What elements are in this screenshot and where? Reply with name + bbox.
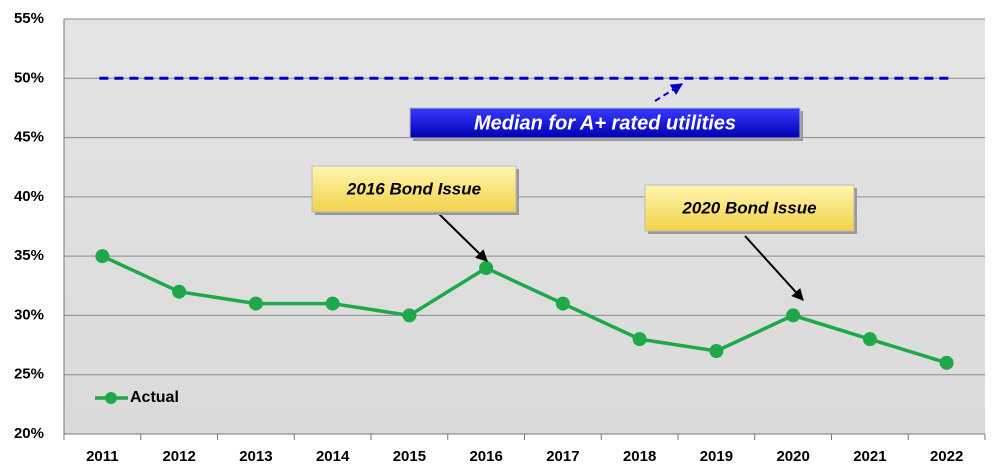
x-tick-label: 2013 [239, 448, 272, 465]
x-tick-label: 2011 [86, 448, 119, 465]
data-point [555, 296, 570, 311]
y-tick-label: 40% [14, 188, 44, 205]
data-point [786, 308, 801, 323]
x-tick-label: 2019 [700, 448, 733, 465]
y-tick-label: 35% [14, 247, 44, 264]
y-tick-label: 30% [14, 306, 44, 323]
data-point [862, 332, 877, 347]
data-point [172, 284, 187, 299]
y-tick-label: 50% [14, 69, 44, 86]
annotation-box [311, 165, 517, 213]
x-tick-label: 2012 [162, 448, 195, 465]
x-tick-label: 2022 [930, 448, 963, 465]
annotation-text: 2020 Bond Issue [681, 198, 816, 217]
x-tick-label: 2021 [853, 448, 886, 465]
x-tick-label: 2018 [623, 448, 656, 465]
x-tick-label: 2017 [546, 448, 579, 465]
legend-label: Actual [130, 389, 179, 406]
x-tick-label: 2016 [469, 448, 502, 465]
y-tick-label: 55% [14, 10, 44, 27]
data-point [248, 296, 263, 311]
data-point [95, 249, 110, 264]
annotation-box [644, 184, 855, 232]
data-point [939, 355, 954, 370]
annotation-box [409, 107, 801, 139]
data-point [632, 332, 647, 347]
x-tick-label: 2020 [776, 448, 809, 465]
series-line [101, 254, 948, 365]
data-point [325, 296, 340, 311]
data-point [479, 261, 494, 275]
y-tick-label: 20% [14, 425, 44, 442]
y-tick-label: 45% [14, 129, 44, 146]
annotation-text: 2016 Bond Issue [346, 179, 481, 198]
legend-marker [105, 392, 117, 404]
annotation-text: Median for A+ rated utilities [474, 112, 736, 134]
data-point [709, 344, 724, 358]
data-point [402, 308, 417, 323]
x-tick-label: 2014 [316, 448, 350, 465]
annotation-arrow [437, 212, 488, 262]
annotation-arrow [654, 83, 684, 102]
x-tick-label: 2015 [393, 448, 426, 465]
y-tick-label: 25% [14, 366, 44, 383]
annotation-arrow [744, 235, 804, 301]
